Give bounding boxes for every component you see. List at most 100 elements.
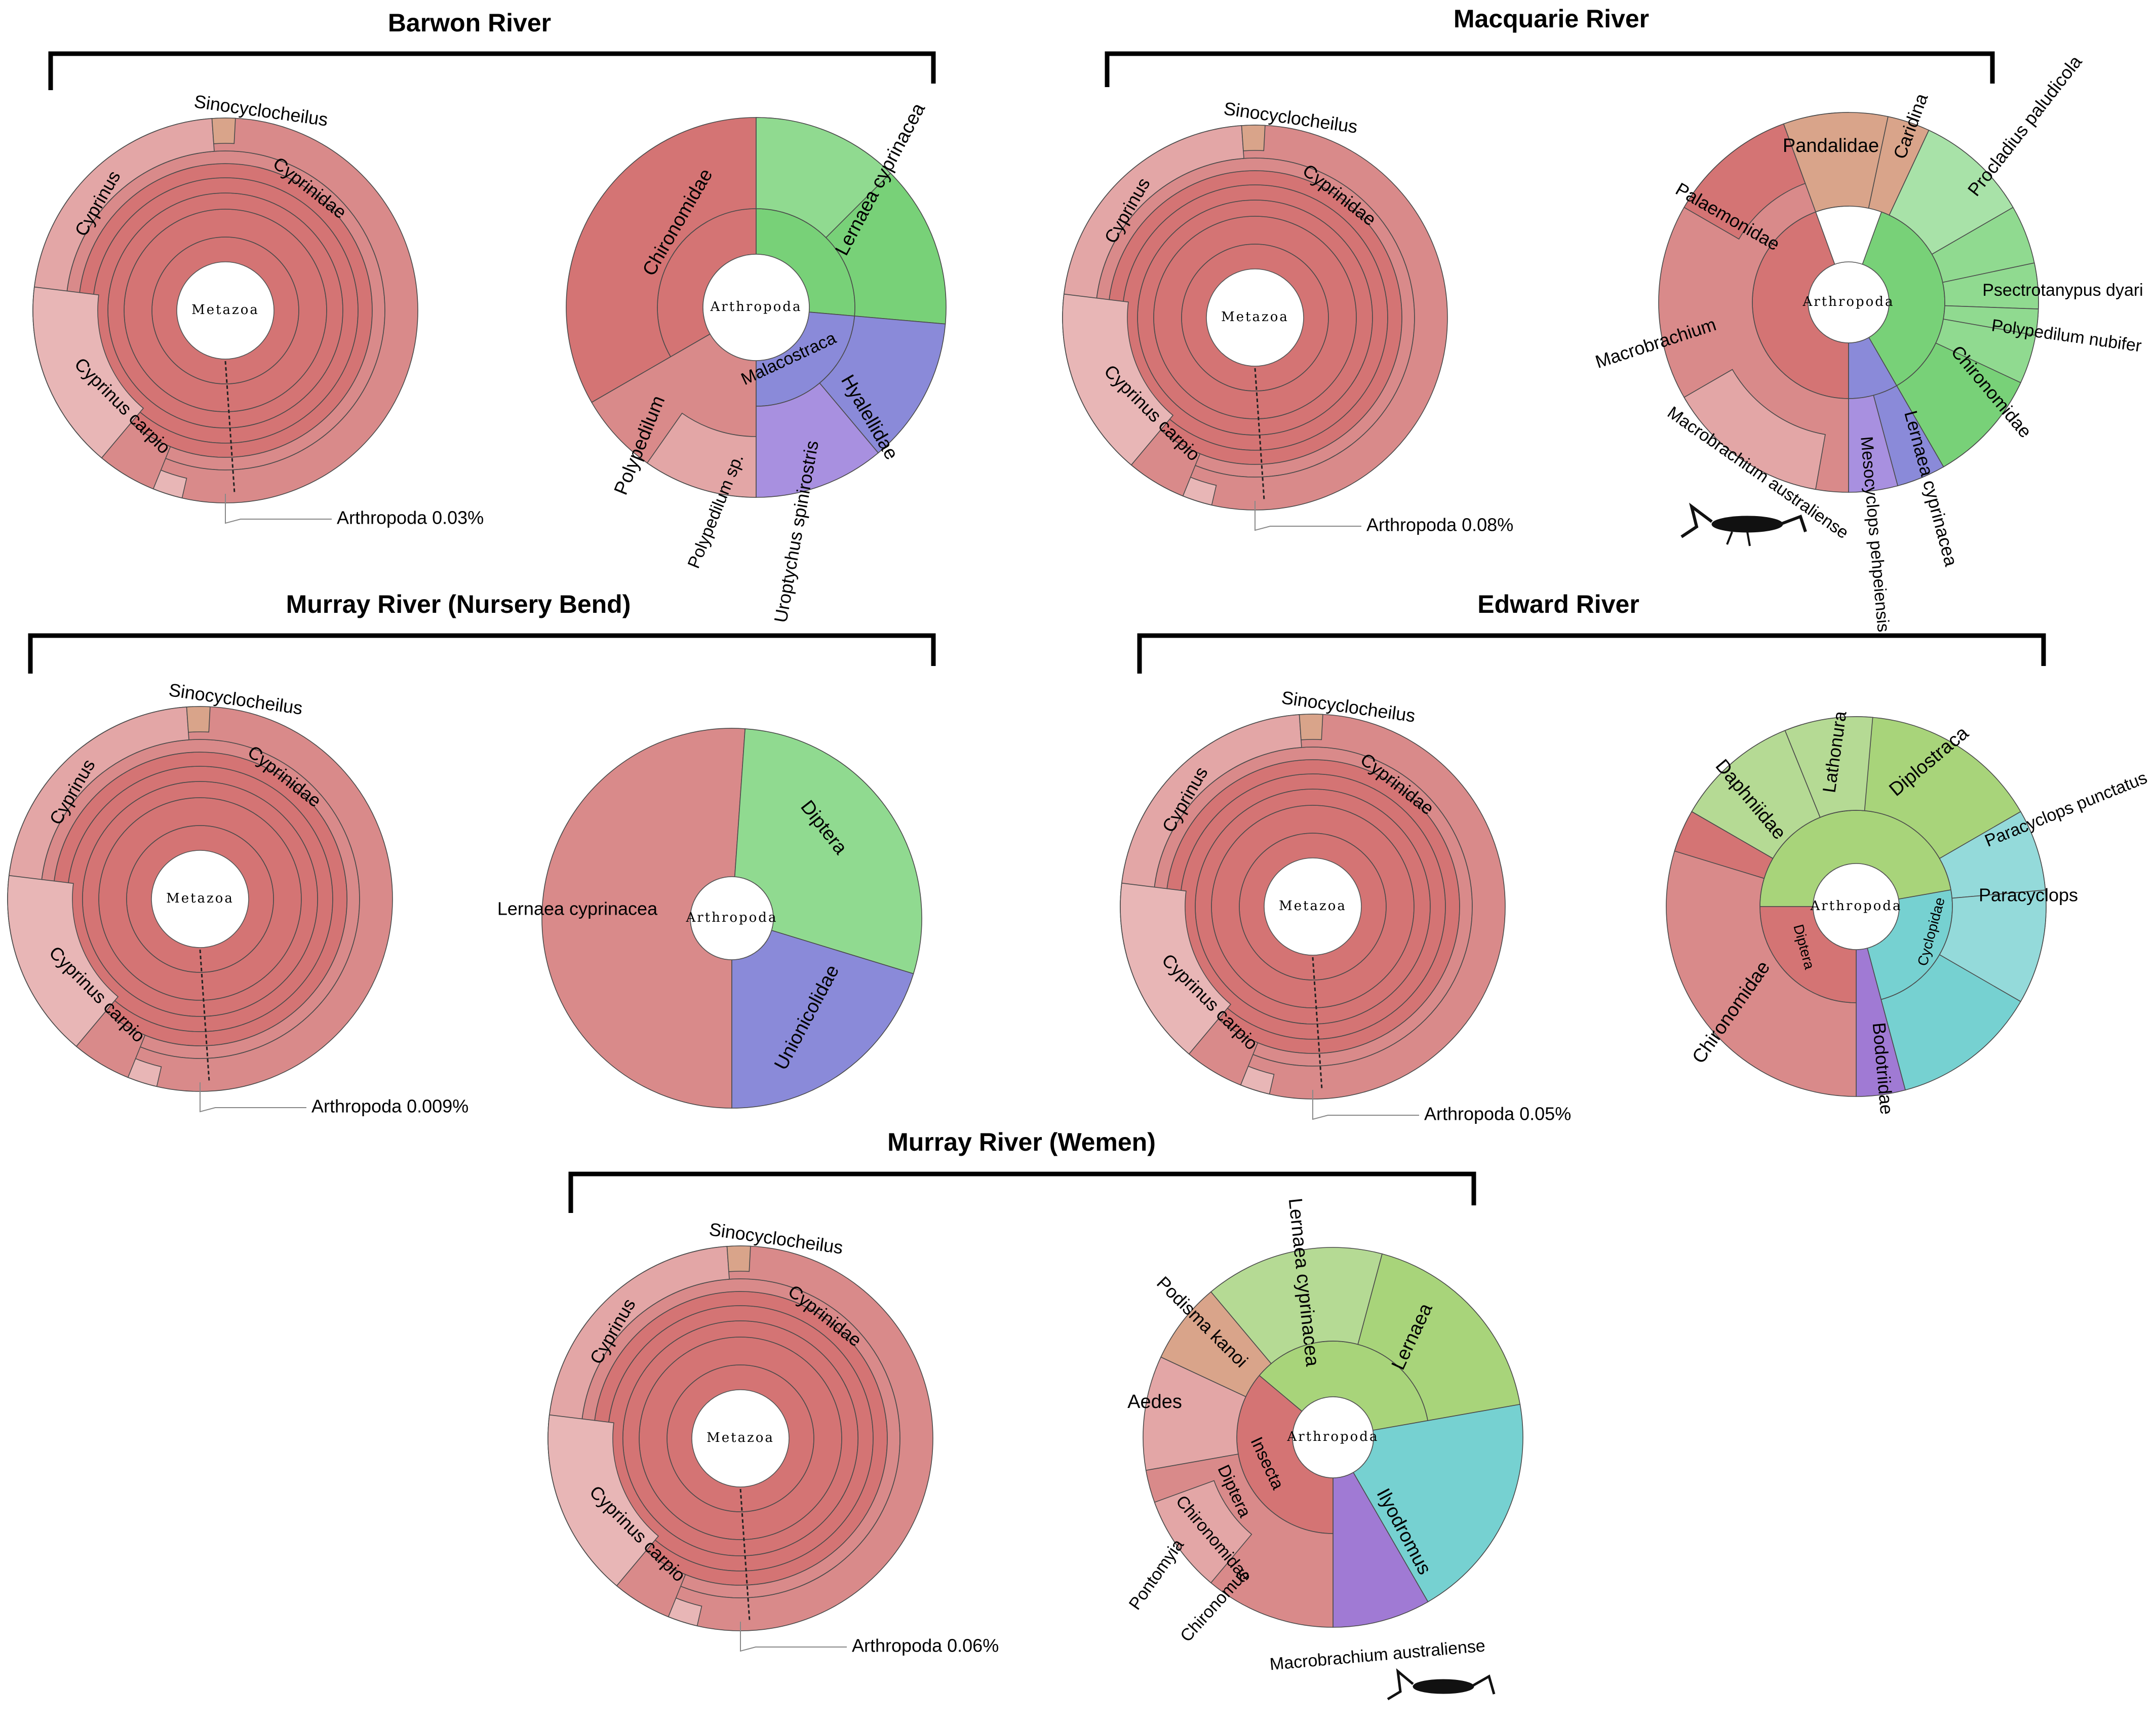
- arthropoda-percentage: Arthropoda 0.05%: [1424, 1104, 1571, 1124]
- lernaea-cyprinacea-segment: [756, 117, 891, 239]
- label-macrobrachium-australiense: Macrobrachium australiense: [1269, 1636, 1486, 1674]
- label-lernaea-cyprinacea: Lernaea cyprinacea: [497, 898, 658, 919]
- fish-center-label: Metazoa: [707, 1430, 774, 1445]
- arthropoda-sliver: [224, 361, 236, 493]
- polypedilum-sp-segment: [646, 412, 757, 498]
- bracket-wemen: [568, 1171, 1476, 1213]
- panel-title-wemen: Murray River (Wemen): [887, 1128, 1156, 1156]
- hyalellidae-segment: [819, 316, 946, 454]
- sinocyclocheilus-segment: [726, 1245, 751, 1272]
- arthropoda-center-label: Arthropoda: [1802, 294, 1895, 309]
- cyprinidae-lower-segment: [1188, 1018, 1259, 1086]
- arthropoda-center-label: Arthropoda: [1287, 1429, 1379, 1444]
- arthropoda-center-label: Arthropoda: [1810, 898, 1902, 914]
- label-aedes: Aedes: [1127, 1391, 1182, 1413]
- arthropoda-sliver: [1254, 368, 1265, 500]
- cyprinidae-lower-segment: [1130, 429, 1201, 497]
- bracket-nursery-bend: [28, 633, 936, 674]
- label-psectrotanypus-dyari: Psectrotanypus dyari: [1982, 281, 2143, 300]
- lernaea-segment: [1357, 1253, 1521, 1421]
- cyprinus-carpio-segment: [547, 1414, 659, 1587]
- cyprinus-carpio-segment: [1062, 293, 1174, 466]
- arthropoda-sliver: [1312, 957, 1323, 1089]
- label-pontomyia: Pontomyia: [1125, 1536, 1188, 1613]
- fish-center-hole: [1264, 857, 1362, 956]
- arthropoda-leader-line: [1255, 501, 1361, 531]
- arthropoda-leader-line: [225, 494, 332, 524]
- panel-title-edward: Edward River: [1477, 590, 1639, 618]
- label-paracyclops: Paracyclops: [1979, 885, 2078, 906]
- procladius-segment: [1889, 130, 2014, 255]
- panel-title-nursery-bend: Murray River (Nursery Bend): [286, 590, 631, 618]
- fish-sunburst-edward: MetazoaSinocyclocheilusCyprinidaeCyprinu…: [1120, 687, 1571, 1124]
- lernaea-cyprinacea-segment: [1210, 1247, 1383, 1364]
- arthropoda-center-hole: [690, 876, 774, 960]
- arthropoda-leader-line: [200, 1082, 306, 1113]
- panel-title-macquarie: Macquarie River: [1454, 5, 1649, 33]
- fish-center-hole: [1206, 268, 1304, 367]
- fish-center-label: Metazoa: [191, 302, 259, 318]
- mesocyclops-segment: [1848, 395, 1899, 493]
- arthropoda-leader-line: [1312, 1090, 1419, 1120]
- arthropoda-center-label: Arthropoda: [686, 910, 778, 925]
- cyprinus-carpio-segment: [7, 875, 119, 1047]
- paracyclops-segment: [1939, 889, 2047, 1002]
- fish-center-label: Metazoa: [1279, 898, 1347, 914]
- arthropoda-center-hole: [1813, 863, 1900, 950]
- fish-sunburst-wemen: MetazoaSinocyclocheilusCyprinidaeCyprinu…: [547, 1219, 999, 1656]
- arthropoda-percentage: Arthropoda 0.06%: [852, 1635, 999, 1656]
- arthropoda-percentage: Arthropoda 0.009%: [311, 1096, 468, 1117]
- bracket-edward: [1137, 633, 2046, 674]
- daphniidae-segment: [1691, 730, 1821, 859]
- crayfish-icon: [1387, 1668, 1496, 1701]
- sinocyclocheilus-segment: [211, 117, 236, 144]
- arthropoda-center-hole: [1292, 1396, 1374, 1478]
- label-pandalidae: Pandalidae: [1783, 135, 1879, 156]
- bracket-barwon: [48, 51, 936, 90]
- cyprinus-carpio-segment: [1120, 882, 1232, 1055]
- podisma-segment: [1160, 1291, 1272, 1397]
- fish-center-hole: [176, 261, 275, 360]
- chironomidae-outer: [566, 117, 757, 403]
- arthropoda-center-hole: [702, 254, 810, 361]
- macrobrachium-australiense-segment: [1683, 369, 1826, 490]
- arthropoda-percentage: Arthropoda 0.03%: [337, 507, 484, 528]
- arthropoda-center-hole: [1808, 261, 1890, 343]
- cyprinus-carpio-segment: [32, 286, 144, 459]
- cyprinidae-lower-segment: [101, 422, 171, 490]
- uroptychus-segment: [756, 382, 879, 498]
- label-procladius-paludicola: Procladius paludicola: [1964, 51, 2086, 200]
- lathonura-segment: [1784, 716, 1873, 818]
- arthropoda-sunburst-macquarie: Arthropoda Procladius paludicola Pandalida…: [1593, 51, 2143, 633]
- fish-center-hole: [691, 1389, 790, 1487]
- fish-sunburst-barwon: MetazoaSinocyclocheilusCyprinidaeCyprinu…: [32, 91, 484, 528]
- sinocyclocheilus-segment: [186, 706, 211, 733]
- arthropoda-sliver: [199, 949, 210, 1082]
- fish-center-hole: [151, 850, 249, 948]
- chironomidae-upper: [1674, 811, 1774, 879]
- sinocyclocheilus-segment: [1241, 125, 1266, 151]
- crayfish-icon: [1680, 502, 1807, 546]
- arthropoda-sliver: [739, 1488, 751, 1621]
- fish-center-label: Metazoa: [1221, 309, 1289, 325]
- polypedilum-nubifer-segment: [1943, 305, 2039, 336]
- fish-center-label: Metazoa: [166, 891, 234, 906]
- bracket-macquarie: [1105, 51, 1995, 87]
- fish-sunburst-nursery-bend: MetazoaSinocyclocheilusCyprinidaeCyprinu…: [7, 679, 468, 1117]
- cyprinidae-lower-segment: [75, 1011, 146, 1078]
- arthropoda-leader-line: [740, 1622, 847, 1652]
- fish-sunburst-macquarie: MetazoaSinocyclocheilusCyprinidaeCyprinu…: [1062, 98, 1513, 535]
- panel-brackets: [28, 51, 2046, 1213]
- sinocyclocheilus-segment: [1299, 714, 1323, 740]
- arthropoda-center-label: Arthropoda: [710, 299, 802, 315]
- pontomyia-segment: [1154, 1480, 1252, 1584]
- arthropoda-percentage: Arthropoda 0.08%: [1366, 515, 1513, 535]
- cyprinidae-lower-segment: [616, 1550, 686, 1618]
- panel-title-barwon: Barwon River: [388, 9, 551, 37]
